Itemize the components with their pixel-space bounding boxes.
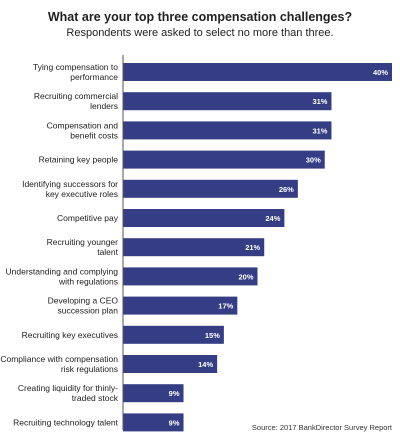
bar-value-label: 31% (312, 97, 327, 106)
bar-value-label: 9% (169, 418, 180, 427)
category-label-line: Competitive pay (57, 213, 119, 223)
bar (123, 413, 184, 432)
category-label-line: Compliance with compensation (0, 354, 118, 364)
bar (123, 209, 285, 227)
category-label-line: Compensation and (47, 120, 119, 130)
bar-value-label: 15% (205, 331, 220, 340)
category-label: Recruiting commercial lenders (34, 91, 118, 111)
bar (123, 150, 325, 169)
bar-value-label: 17% (218, 302, 233, 311)
bar (123, 267, 258, 286)
bar-value-label: 30% (306, 156, 321, 165)
bar-value-label: 14% (198, 360, 213, 369)
category-label: Recruiting key executives (22, 330, 118, 340)
category-label-line: Identifying successors for (22, 179, 118, 189)
category-label-line: with regulations (58, 276, 118, 286)
category-label-line: Tying compensation to (33, 62, 118, 72)
category-label: Identifying successors for key executive … (22, 179, 118, 199)
category-label: Retaining key people (39, 155, 119, 165)
category-label-line: Recruiting technology talent (13, 417, 119, 427)
category-label: Developing a CEO succession plan (48, 296, 119, 316)
category-label: Compensation and benefit costs (47, 120, 119, 140)
category-label: Understanding and complying with regulati… (6, 266, 119, 286)
category-label: Creating liquidity for thinly-traded sto… (18, 383, 119, 403)
bar-value-label: 26% (279, 185, 294, 194)
bar (123, 296, 238, 315)
category-label-line: Recruiting younger (47, 237, 119, 247)
category-label-line: succession plan (58, 306, 119, 316)
chart-title: What are your top three compensation cha… (47, 10, 353, 24)
category-label-line: Developing a CEO (48, 296, 119, 306)
category-label-line: performance (70, 72, 118, 82)
category-label-line: risk regulations (61, 364, 118, 374)
bar (123, 92, 332, 111)
category-label-line: Recruiting commercial (34, 91, 118, 101)
bar (123, 63, 392, 81)
bar (123, 238, 265, 257)
category-label-line: benefit costs (70, 130, 118, 140)
category-label: Recruiting technology talent (13, 417, 119, 427)
bar-value-label: 31% (312, 126, 327, 135)
category-label: Tying compensation to performance (33, 62, 118, 82)
category-label-line: traded stock (72, 393, 119, 403)
chart-subtitle: Respondents were asked to select no more… (66, 27, 334, 39)
category-label-line: key executive roles (46, 189, 118, 199)
category-label: Competitive pay (57, 213, 119, 223)
category-label: Recruiting younger talent (47, 237, 119, 257)
bar-value-label: 24% (265, 214, 280, 223)
bar (123, 384, 184, 403)
bar-value-label: 21% (245, 243, 260, 252)
bar-value-label: 9% (169, 389, 180, 398)
category-label-line: Recruiting key executives (22, 330, 118, 340)
bar (123, 355, 218, 373)
bar-value-label: 40% (373, 68, 388, 77)
bar (123, 179, 298, 198)
category-label: Compliance with compensation risk regulat… (0, 354, 118, 374)
category-label-line: talent (97, 247, 118, 257)
category-label-line: Understanding and complying (6, 266, 119, 276)
bar-value-label: 20% (238, 272, 253, 281)
category-label-line: Retaining key people (39, 155, 119, 165)
bar (123, 325, 224, 344)
category-label-line: Creating liquidity for thinly- (18, 383, 118, 393)
category-label-line: lenders (90, 101, 118, 111)
bar (123, 121, 332, 140)
source-note: Source: 2017 BankDirector Survey Report (251, 423, 392, 432)
